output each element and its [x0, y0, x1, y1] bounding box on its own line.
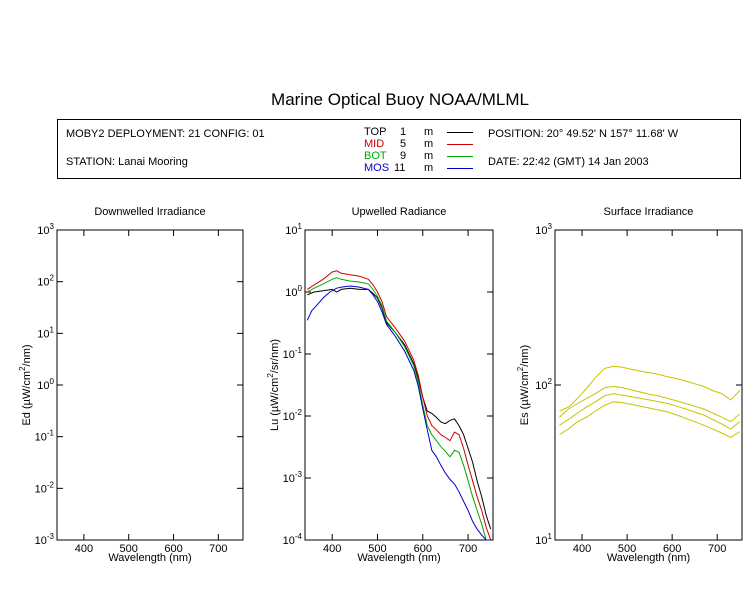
- x-tick-label: 600: [164, 543, 182, 555]
- chart-title: Downwelled Irradiance: [94, 206, 205, 218]
- x-tick-label: 600: [414, 543, 432, 555]
- y-tick-label: 103: [37, 222, 54, 237]
- x-tick-label: 700: [708, 543, 726, 555]
- y-tick-label: 10-1: [35, 429, 55, 444]
- x-tick-label: 500: [368, 543, 386, 555]
- legend-name: BOT: [364, 150, 387, 162]
- legend-name: MOS: [364, 162, 390, 174]
- y-tick-label: 10-1: [283, 346, 303, 361]
- legend-depth: 5: [400, 138, 407, 150]
- legend-depth: 11: [394, 162, 406, 174]
- y-tick-label: 103: [535, 222, 552, 237]
- plot-frame: [554, 229, 743, 541]
- x-axis-label: Wavelength (nm): [607, 552, 690, 564]
- series-line-top: [307, 287, 492, 530]
- legend-depth: 1: [400, 126, 407, 138]
- date-text: DATE: 22:42 (GMT) 14 Jan 2003: [488, 156, 649, 168]
- y-tick-label: 100: [285, 284, 302, 299]
- chart-title: Surface Irradiance: [604, 206, 694, 218]
- x-tick-label: 600: [663, 543, 681, 555]
- x-tick-label: 400: [573, 543, 591, 555]
- legend-unit: m: [424, 126, 434, 138]
- plot-frame: [56, 229, 244, 541]
- y-tick-label: 10-3: [283, 470, 303, 485]
- legend-unit: m: [424, 150, 434, 162]
- series-line-3: [559, 393, 741, 430]
- legend-unit: m: [424, 138, 434, 150]
- y-tick-label: 100: [37, 377, 54, 392]
- x-tick-label: 500: [120, 543, 138, 555]
- station-text: STATION: Lanai Mooring: [66, 156, 188, 168]
- deployment-text: MOBY2 DEPLOYMENT: 21 CONFIG: 01: [66, 128, 265, 140]
- series-line-1: [559, 365, 741, 412]
- y-tick-label: 10-3: [35, 532, 55, 547]
- legend-swatch: [447, 144, 473, 145]
- y-axis-label: Es (µW/cm2/nm): [516, 345, 531, 425]
- chart-title: Upwelled Radiance: [352, 206, 447, 218]
- x-axis-label: Wavelength (nm): [108, 552, 191, 564]
- x-tick-label: 500: [618, 543, 636, 555]
- legend-name: MID: [364, 138, 385, 150]
- x-axis-label: Wavelength (nm): [357, 552, 440, 564]
- y-tick-label: 101: [37, 325, 54, 340]
- x-tick-label: 700: [209, 543, 227, 555]
- series-line-mos: [306, 285, 491, 541]
- plot-frame: [304, 229, 494, 541]
- legend-name: TOP: [364, 126, 387, 138]
- info-box: MOBY2 DEPLOYMENT: 21 CONFIG: 01 STATION:…: [57, 119, 741, 179]
- y-axis-label: Lu (µW/cm2/sr/nm): [266, 339, 281, 431]
- y-tick-label: 102: [535, 377, 552, 392]
- y-tick-label: 102: [37, 274, 54, 289]
- legend-unit: m: [424, 162, 434, 174]
- y-axis-label: Ed (µW/cm2/nm): [18, 344, 33, 425]
- legend-swatch: [447, 156, 473, 157]
- series-line-mid: [307, 270, 492, 541]
- series-line-bot: [307, 277, 491, 541]
- x-tick-label: 400: [75, 543, 93, 555]
- y-tick-label: 101: [285, 222, 302, 237]
- legend-swatch: [447, 132, 473, 133]
- x-tick-label: 700: [459, 543, 477, 555]
- y-tick-label: 101: [535, 532, 552, 547]
- y-tick-label: 10-2: [35, 480, 55, 495]
- series-line-2: [559, 385, 741, 423]
- series-line-4: [559, 401, 740, 438]
- legend-swatch: [447, 168, 473, 169]
- x-tick-label: 400: [323, 543, 341, 555]
- legend-depth: 9: [400, 150, 407, 162]
- position-text: POSITION: 20° 49.52' N 157° 11.68' W: [488, 128, 679, 140]
- y-tick-label: 10-2: [283, 408, 303, 423]
- page-title: Marine Optical Buoy NOAA/MLML: [271, 90, 529, 109]
- y-tick-label: 10-4: [283, 532, 303, 547]
